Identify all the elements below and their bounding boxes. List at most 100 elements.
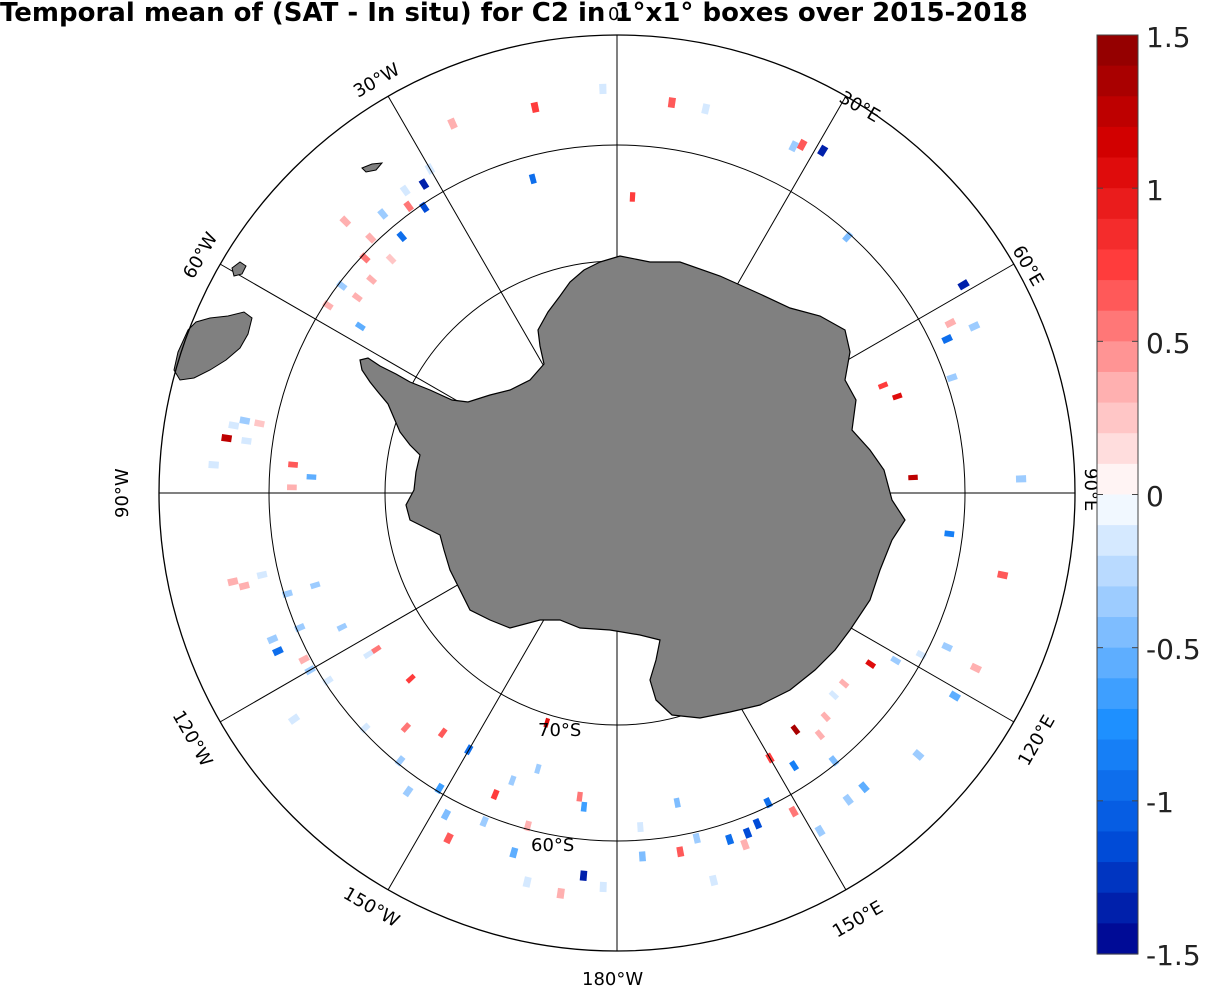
data-box	[287, 484, 297, 491]
colorbar-step	[1097, 249, 1138, 281]
data-box	[637, 822, 644, 833]
colorbar-step	[1097, 555, 1138, 587]
data-box	[946, 373, 958, 383]
lon-label-150e: 150°E	[829, 897, 887, 943]
data-box	[944, 530, 955, 538]
lon-label-0: 0°	[608, 4, 628, 25]
data-box	[447, 117, 458, 130]
colorbar-step	[1097, 402, 1138, 434]
data-box	[371, 644, 382, 654]
data-box	[336, 622, 348, 632]
data-box	[309, 581, 321, 590]
data-box	[288, 461, 299, 468]
lon-label-90e: 90°E	[1080, 468, 1101, 511]
data-box	[790, 724, 801, 736]
antarctica-landmass	[359, 255, 906, 719]
south-america-landmass	[173, 311, 253, 381]
data-box	[403, 200, 414, 213]
data-box	[957, 279, 970, 291]
data-box	[638, 851, 646, 862]
data-box	[968, 321, 981, 332]
data-box	[948, 690, 961, 702]
colorbar-step	[1097, 831, 1138, 863]
lon-label-120e: 120°E	[1014, 712, 1060, 770]
data-box	[490, 789, 500, 801]
colorbar-ticks	[1097, 34, 1138, 955]
colorbar-step	[1097, 96, 1138, 128]
colorbar-step	[1097, 310, 1138, 342]
data-box	[238, 581, 250, 591]
lon-label-90w: 90°W	[112, 468, 133, 518]
colorbar-label-1.5: 1.5	[1146, 21, 1191, 54]
data-box	[701, 103, 711, 115]
data-box	[227, 577, 239, 587]
data-box	[908, 474, 918, 481]
colorbar-step	[1097, 525, 1138, 557]
colorbar-step	[1097, 678, 1138, 710]
data-box	[359, 722, 371, 734]
data-box	[941, 642, 953, 652]
data-box	[256, 570, 268, 580]
colorbar-step	[1097, 800, 1138, 833]
south-georgia	[361, 162, 384, 173]
data-box	[912, 749, 925, 761]
data-box	[339, 215, 352, 228]
data-box	[440, 808, 452, 821]
colorbar-label-neg1.5: -1.5	[1146, 939, 1201, 972]
colorbar-label-1: 1	[1146, 174, 1164, 207]
data-boxes	[208, 83, 1027, 899]
data-box	[400, 722, 412, 733]
data-box	[865, 659, 877, 669]
data-box	[828, 755, 840, 767]
data-box	[740, 838, 750, 851]
colorbar-step	[1097, 371, 1138, 404]
data-box	[359, 252, 371, 264]
colorbar-step	[1097, 708, 1138, 741]
data-box	[522, 876, 532, 888]
data-box	[814, 729, 826, 741]
colorbar-step	[1097, 617, 1138, 649]
data-box	[365, 232, 377, 244]
colorbar-step	[1097, 647, 1138, 679]
data-box	[820, 711, 831, 723]
data-box	[354, 321, 366, 332]
data-box	[556, 887, 565, 899]
colorbar-step	[1097, 280, 1138, 312]
data-box	[828, 690, 840, 701]
colorbar-step	[1097, 341, 1138, 373]
data-box	[599, 83, 607, 95]
data-box	[405, 673, 416, 684]
data-box	[543, 717, 551, 728]
data-box	[399, 184, 411, 197]
data-box	[842, 793, 854, 806]
lon-label-120w: 120°W	[168, 707, 217, 771]
data-box	[530, 101, 540, 113]
data-box	[377, 208, 389, 220]
data-box	[351, 292, 363, 303]
colorbar-step	[1097, 586, 1138, 618]
colorbar-step	[1097, 739, 1138, 771]
data-box	[534, 763, 542, 775]
colorbar-step	[1097, 923, 1138, 955]
data-box	[796, 138, 808, 151]
lon-label-180w: 180°W	[582, 969, 643, 989]
data-box	[890, 655, 902, 666]
data-box	[941, 334, 953, 344]
data-box	[239, 416, 251, 425]
data-box	[366, 274, 378, 285]
data-box	[842, 231, 854, 243]
data-box	[336, 280, 348, 291]
lat-label-70s: 70°S	[538, 720, 581, 741]
data-box	[298, 654, 310, 665]
data-box	[788, 140, 799, 153]
lat-label-60s: 60°S	[531, 835, 574, 856]
falkland-islands	[231, 261, 247, 277]
colorbar-step	[1097, 126, 1138, 159]
data-box	[479, 815, 489, 828]
colorbar-step	[1097, 157, 1138, 189]
colorbar	[1097, 35, 1138, 955]
colorbar-step	[1097, 433, 1138, 465]
data-box	[254, 419, 265, 428]
colorbar-step	[1097, 463, 1138, 496]
